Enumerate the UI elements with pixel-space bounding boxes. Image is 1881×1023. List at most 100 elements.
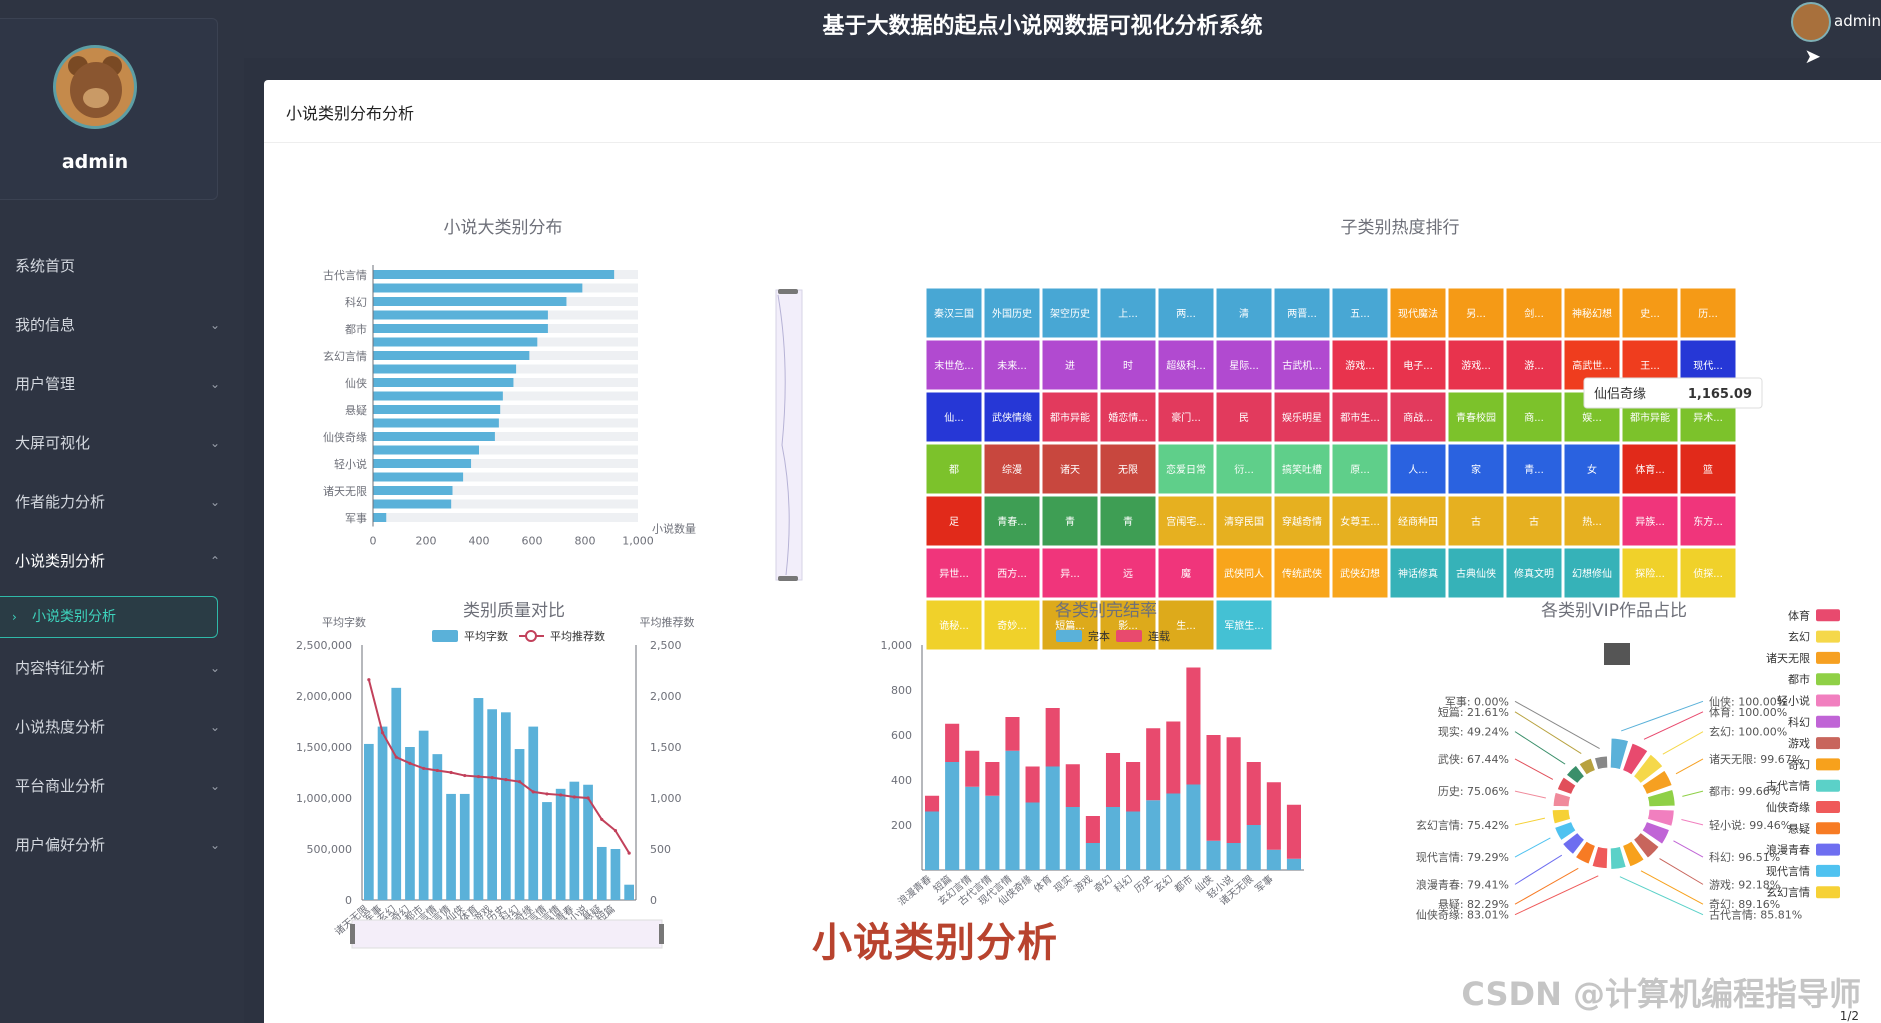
pie-label-line <box>1621 700 1704 732</box>
bar-background <box>373 499 638 509</box>
treemap-label: 传统武侠 <box>1282 567 1322 580</box>
pie-label: 现代言情: 79.29% <box>1416 851 1509 864</box>
treemap-label: 游戏... <box>1345 359 1375 372</box>
pie-label-line <box>1640 870 1704 905</box>
sidebar-item-preference[interactable]: 用户偏好分析 ⌄ <box>0 819 244 878</box>
avatar[interactable] <box>53 45 137 129</box>
bar <box>373 324 548 333</box>
treemap-label: 神秘幻想 <box>1572 307 1612 320</box>
treemap-label: 外国历史 <box>992 308 1032 320</box>
line-point <box>613 829 618 833</box>
treemap-label: 衍... <box>1234 463 1254 476</box>
sidebar-item-content-features[interactable]: 内容特征分析 ⌄ <box>0 642 244 701</box>
bar <box>373 378 514 387</box>
bar-serial <box>1146 728 1161 801</box>
bar <box>528 726 539 900</box>
treemap-cell <box>1621 287 1679 339</box>
bar <box>373 270 615 279</box>
mouse-cursor-icon: ➤ <box>1804 44 1821 68</box>
treemap-label: 都 <box>949 464 959 476</box>
x-tick-label: 0 <box>370 535 377 548</box>
sidebar-item-label: 用户管理 <box>15 375 76 393</box>
bar <box>624 884 634 900</box>
pie-label: 奇幻: 89.16% <box>1709 898 1780 911</box>
sidebar-item-home[interactable]: 系统首页 <box>0 240 244 299</box>
treemap-label: 女尊王... <box>1340 515 1380 528</box>
treemap-cell <box>1389 547 1447 599</box>
treemap-label: 探险... <box>1635 567 1665 580</box>
treemap-label: 诡秘... <box>939 619 969 632</box>
sidebar-item-label: 小说热度分析 <box>15 718 106 736</box>
treemap-label: 经商种田 <box>1398 515 1438 528</box>
treemap-label: 古 <box>1529 515 1539 528</box>
treemap-cell <box>1041 339 1099 391</box>
y-tick-label-right: 0 <box>650 894 657 907</box>
bar-serial <box>1025 766 1040 803</box>
line-point <box>367 678 371 682</box>
legend-label: 平均推荐数 <box>550 629 605 643</box>
sidebar-item-label: 我的信息 <box>15 316 76 334</box>
x-tick-label: 军事 <box>1252 872 1276 895</box>
chevron-down-icon: ⌄ <box>209 318 220 332</box>
treemap-cell <box>1331 495 1389 547</box>
x-tick-label: 浪漫青春 <box>895 872 934 908</box>
pie-label-line <box>1681 818 1704 826</box>
line-point <box>380 731 385 735</box>
treemap-cell <box>1505 547 1563 599</box>
sidebar: admin 系统首页 我的信息 ⌄ 用户管理 ⌄ 大屏可视化 ⌄ 作者能力分析 ⌄ 小说… <box>0 0 244 1023</box>
legend-label: 现代言情 <box>1766 865 1810 878</box>
sidebar-item-bigscreen[interactable]: 大屏可视化 ⌄ <box>0 417 244 476</box>
legend-swatch <box>1816 715 1840 728</box>
bar <box>377 726 388 900</box>
pie-slice <box>1609 845 1627 871</box>
pie-slice <box>1621 742 1649 776</box>
pie-label-line <box>1514 875 1599 916</box>
bar-serial <box>985 762 1000 796</box>
sidebar-item-user-mgmt[interactable]: 用户管理 ⌄ <box>0 358 244 417</box>
bar <box>373 364 517 374</box>
user-avatar[interactable] <box>1791 2 1831 42</box>
sidebar-item-label: 作者能力分析 <box>15 493 106 511</box>
datazoom-vertical[interactable] <box>764 245 804 665</box>
legend-swatch <box>1816 758 1840 771</box>
pie-label-line <box>1514 758 1554 780</box>
treemap-label: 东方... <box>1693 515 1723 528</box>
legend-label: 悬疑 <box>1788 822 1810 835</box>
treemap-cell <box>1563 547 1621 599</box>
y-tick-label: 轻小说 <box>334 457 367 471</box>
treemap-cell <box>1447 443 1505 495</box>
legend-label: 轻小说 <box>1777 694 1810 708</box>
sidebar-item-author-analysis[interactable]: 作者能力分析 ⌄ <box>0 476 244 535</box>
bar-serial <box>1126 762 1141 812</box>
bar <box>473 698 484 900</box>
bar <box>373 337 538 347</box>
user-name[interactable]: admin <box>1834 12 1881 30</box>
bar-complete <box>1226 843 1241 870</box>
bar <box>596 846 607 900</box>
sidebar-item-popularity[interactable]: 小说热度分析 ⌄ <box>0 701 244 760</box>
pie-label: 武侠: 67.44% <box>1438 753 1509 766</box>
treemap-cell <box>1389 287 1447 339</box>
treemap-label: 诸天 <box>1060 464 1080 476</box>
treemap-label: 现代... <box>1693 360 1723 372</box>
legend-pager[interactable]: 1/2 <box>1839 1009 1859 1023</box>
pie-slice <box>1574 840 1597 865</box>
treemap-cell <box>1215 495 1273 547</box>
treemap-label: 另... <box>1466 308 1486 320</box>
y-tick-label: 600 <box>891 729 912 742</box>
sidebar-subitem-category[interactable]: › 小说类别分析 <box>0 594 244 642</box>
bar <box>373 499 452 509</box>
line-point <box>600 817 604 822</box>
treemap-label: 青 <box>1123 515 1133 528</box>
treemap-cell <box>925 495 983 547</box>
sidebar-item-business[interactable]: 平台商业分析 ⌄ <box>0 760 244 819</box>
treemap-cell <box>1679 443 1737 495</box>
y-tick-label: 玄幻言情 <box>323 349 367 363</box>
sidebar-item-my-info[interactable]: 我的信息 ⌄ <box>0 299 244 358</box>
chevron-up-icon: ⌃ <box>209 554 220 568</box>
pie-label: 军事: 0.00% <box>1445 695 1509 708</box>
treemap-label: 古典仙侠 <box>1456 567 1496 580</box>
treemap-label: 两... <box>1176 309 1196 320</box>
sidebar-item-category-analysis[interactable]: 小说类别分析 ⌃ <box>0 535 244 594</box>
